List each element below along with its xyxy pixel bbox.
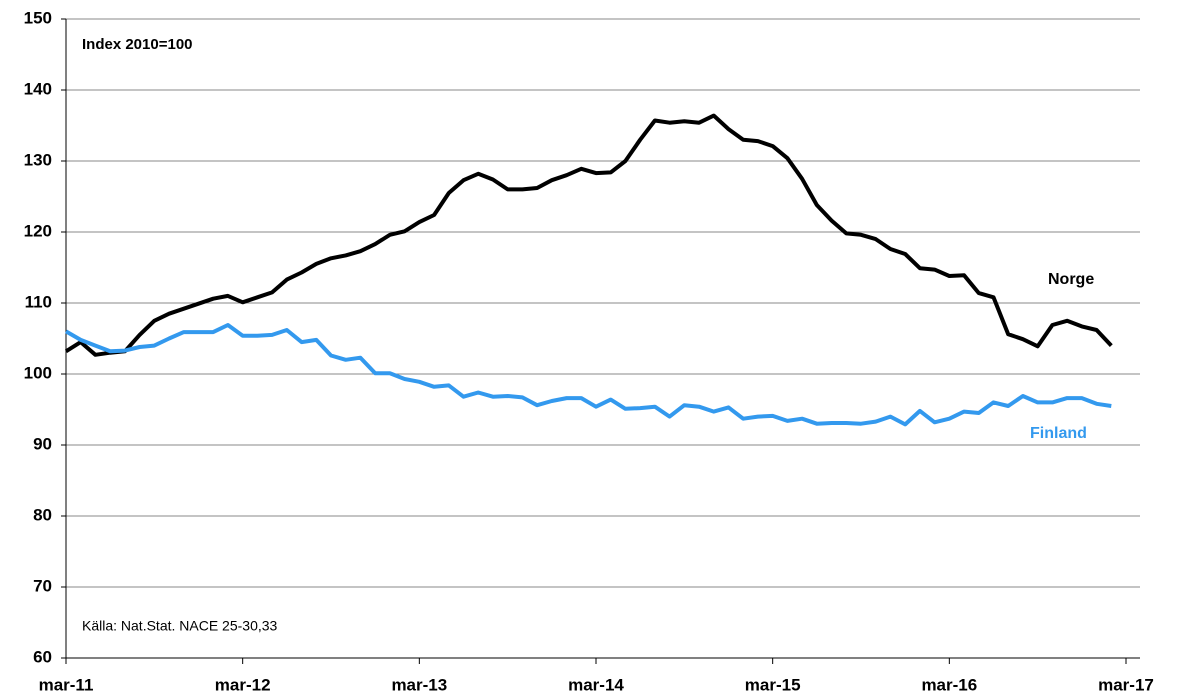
y-tick-label: 150: [24, 8, 52, 27]
annotation: Index 2010=100: [82, 36, 193, 53]
x-tick-label: mar-13: [391, 675, 447, 694]
series-label: Norge: [1048, 271, 1094, 288]
x-tick-label: mar-11: [39, 675, 94, 694]
x-tick-label: mar-15: [745, 675, 801, 694]
y-tick-label: 120: [24, 221, 52, 240]
y-tick-label: 140: [24, 79, 52, 98]
x-tick-label: mar-12: [215, 675, 271, 694]
y-tick-label: 60: [33, 647, 52, 666]
y-tick-label: 130: [24, 150, 52, 169]
y-tick-label: 80: [33, 505, 52, 524]
line: [64, 323, 1112, 427]
x-tick-label: mar-16: [921, 675, 977, 694]
series-label: Finland: [1030, 425, 1087, 442]
y-tick-label: 70: [33, 576, 52, 595]
y-tick-label: 110: [25, 292, 52, 311]
y-tick-label: 90: [33, 434, 52, 453]
x-tick-label: mar-14: [568, 675, 624, 694]
line: [64, 113, 1113, 357]
x-tick-label: mar-17: [1098, 675, 1154, 694]
y-tick-label: 100: [24, 363, 52, 382]
annotation: Källa: Nat.Stat. NACE 25-30,33: [82, 618, 278, 634]
